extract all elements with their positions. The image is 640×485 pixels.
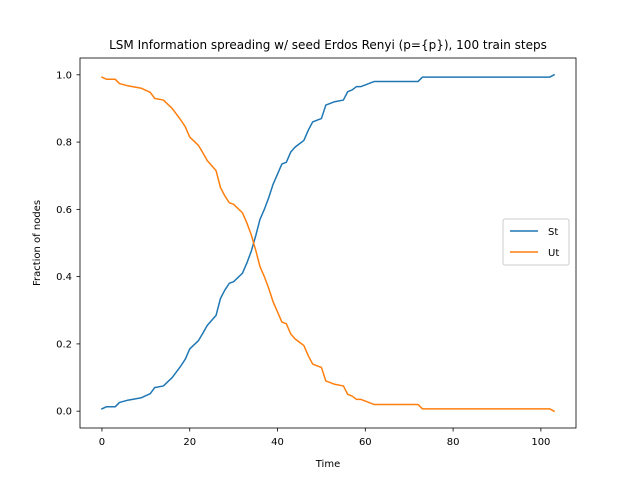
plot-frame [79,57,577,429]
legend: St Ut [502,218,570,266]
y-tick-label: 0.0 [56,407,72,418]
series-layer [100,73,556,413]
x-axis: 0 20 40 60 80 100 [99,428,550,448]
x-tick-label: 20 [183,437,196,448]
chart-title: LSM Information spreading w/ seed Erdos … [109,38,547,52]
y-axis-label: Fraction of nodes [32,200,43,286]
y-tick-label: 1.0 [56,70,72,81]
y-axis: 0.0 0.2 0.4 0.6 0.8 1.0 [56,70,80,418]
x-tick-label: 0 [99,437,105,448]
series-line-st [100,73,556,410]
x-tick-label: 40 [271,437,284,448]
x-tick-label: 100 [531,437,550,448]
x-tick-label: 80 [447,437,460,448]
y-tick-label: 0.6 [56,205,72,216]
series-line-ut [100,76,556,413]
y-tick-label: 0.4 [56,272,72,283]
y-tick-label: 0.2 [56,339,72,350]
legend-label-ut: Ut [548,248,559,259]
x-axis-label: Time [315,459,340,470]
x-tick-label: 60 [359,437,372,448]
legend-label-st: St [548,227,558,238]
y-tick-label: 0.8 [56,138,72,149]
